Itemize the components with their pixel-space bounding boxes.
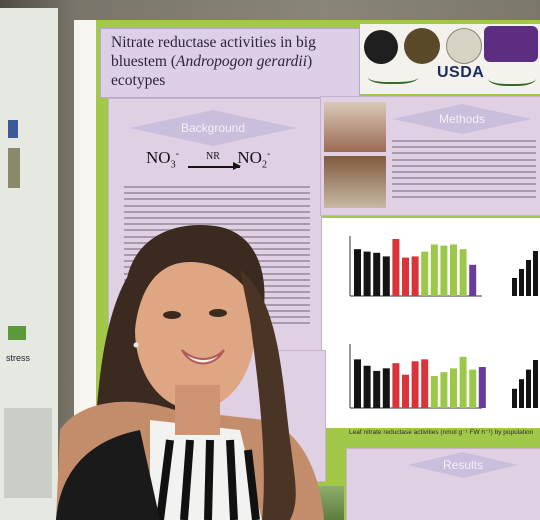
chart-bar — [373, 370, 381, 408]
chart-bar — [411, 361, 419, 408]
reactant-label: NO — [146, 148, 171, 167]
left-poster-block — [8, 120, 18, 138]
chart-bar — [519, 379, 524, 408]
face — [135, 250, 255, 410]
chart-bar — [450, 368, 457, 408]
top-stripes — [156, 439, 260, 520]
kstate-wildcat-icon — [484, 26, 538, 62]
chart-bar — [512, 278, 517, 296]
chart-bar — [526, 260, 531, 296]
chart-bar — [430, 244, 438, 296]
chart-bar — [392, 363, 400, 408]
chart-bar — [469, 264, 477, 296]
results-chart-area — [322, 218, 540, 428]
chart-bar — [450, 244, 457, 296]
chart-bar — [382, 368, 390, 408]
reaction-arrow — [188, 163, 241, 169]
chart-bar — [382, 256, 390, 296]
chart-bar — [526, 369, 531, 408]
chart-bar — [363, 365, 371, 408]
left-poster-image — [8, 148, 20, 188]
grass-sketch-icon — [488, 68, 536, 86]
chart-bar — [430, 376, 438, 408]
chart-bar — [440, 245, 448, 296]
neck — [175, 385, 220, 435]
hair-top — [124, 224, 265, 330]
chart-bar — [533, 360, 538, 408]
poster-title-box: Nitrate reductase activities in big blue… — [100, 28, 360, 98]
chart-bar — [519, 269, 524, 296]
results-heading: Results — [442, 458, 483, 472]
logo-strip — [360, 24, 540, 94]
title-line-2: bluestem ( — [111, 53, 176, 70]
product-label: NO — [237, 148, 262, 167]
crest-logo-icon — [446, 28, 482, 64]
left-poster: stress — [0, 8, 58, 520]
earring — [133, 342, 139, 348]
chart-bar — [354, 359, 361, 408]
chart-bar — [402, 257, 409, 296]
university-seal-icon — [404, 28, 440, 64]
sample-tubes-photo — [324, 102, 386, 152]
chart-bar — [421, 251, 429, 296]
left-poster-text: stress — [6, 353, 31, 363]
background-heading: Background — [180, 121, 246, 135]
chart-bar — [478, 367, 486, 408]
results-charts — [349, 236, 538, 409]
species-name: Andropogon gerardii — [176, 53, 308, 70]
methods-paragraph — [392, 140, 536, 202]
chart-bar — [363, 251, 371, 296]
right-eye — [209, 309, 227, 317]
konza-logo-icon — [364, 30, 398, 64]
grass-sketch-icon — [368, 68, 418, 84]
chart-bar — [392, 239, 400, 296]
left-poster-diagram — [4, 408, 52, 498]
title-line-3: ecotypes — [111, 72, 166, 89]
chart-bar — [440, 372, 448, 408]
lab-photo — [324, 156, 386, 208]
chart-bar — [469, 369, 477, 408]
left-eye — [163, 311, 181, 319]
chart-bar — [402, 374, 409, 408]
chart-bar — [512, 388, 517, 408]
poster-title: Nitrate reductase activities in big blue… — [111, 33, 355, 90]
title-line-1: Nitrate reductase activities in big — [111, 34, 316, 51]
chart-bar — [459, 249, 467, 296]
shirt-strap — [56, 430, 160, 520]
smile — [181, 349, 225, 365]
chart-bar — [411, 256, 419, 296]
methods-heading: Methods — [438, 112, 486, 126]
chart-caption: Leaf nitrate reductase activities (nmol … — [349, 429, 534, 436]
reaction-equation: NO3- NO2- — [146, 148, 271, 171]
chart-bar — [459, 356, 467, 408]
chart-bar — [373, 252, 381, 296]
title-line-2-end: ) — [307, 53, 313, 70]
chart-bar — [533, 251, 538, 296]
enzyme-label: NR — [206, 151, 220, 162]
hair-right — [240, 270, 296, 520]
chart-bar — [354, 249, 361, 296]
usda-logo: USDA — [437, 64, 485, 81]
chart-bar — [421, 359, 429, 408]
left-poster-block — [8, 326, 26, 340]
